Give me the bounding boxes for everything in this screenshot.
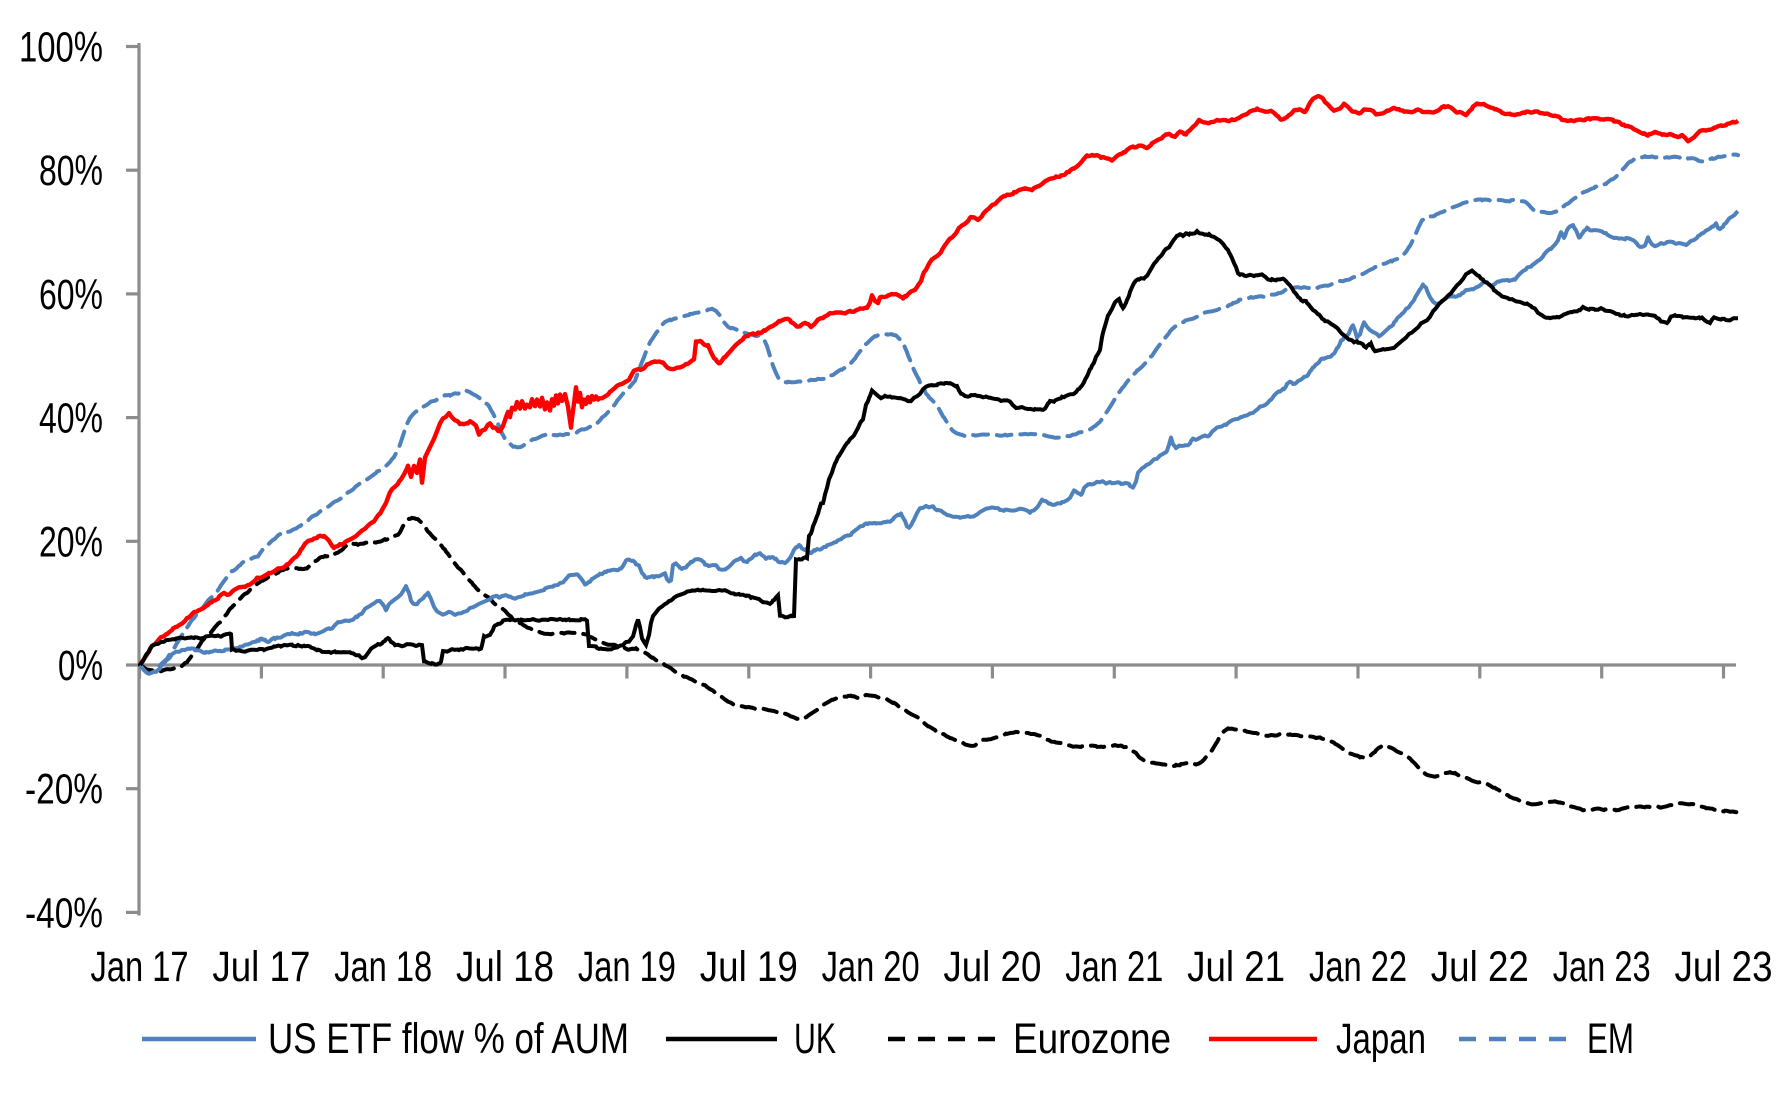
svg-text:Jan 22: Jan 22 bbox=[1309, 943, 1407, 991]
svg-text:US ETF flow % of AUM: US ETF flow % of AUM bbox=[268, 1015, 629, 1063]
svg-text:40%: 40% bbox=[39, 395, 103, 443]
svg-text:Jul 18: Jul 18 bbox=[456, 943, 554, 991]
svg-text:Jul 19: Jul 19 bbox=[700, 943, 798, 991]
svg-text:-20%: -20% bbox=[25, 766, 103, 814]
svg-text:Jul 21: Jul 21 bbox=[1187, 943, 1285, 991]
svg-text:Jul 17: Jul 17 bbox=[212, 943, 310, 991]
svg-text:-40%: -40% bbox=[25, 889, 103, 937]
svg-text:Jan 20: Jan 20 bbox=[822, 943, 920, 991]
svg-text:Jan 19: Jan 19 bbox=[578, 943, 676, 991]
svg-text:20%: 20% bbox=[39, 518, 103, 566]
svg-text:0%: 0% bbox=[58, 642, 103, 690]
svg-text:Jul 20: Jul 20 bbox=[943, 943, 1041, 991]
svg-text:60%: 60% bbox=[39, 271, 103, 319]
svg-text:Jul 22: Jul 22 bbox=[1431, 943, 1529, 991]
svg-text:Jan 23: Jan 23 bbox=[1553, 943, 1651, 991]
svg-text:UK: UK bbox=[794, 1015, 836, 1063]
svg-text:EM: EM bbox=[1587, 1015, 1634, 1063]
svg-text:Jan 18: Jan 18 bbox=[334, 943, 432, 991]
svg-text:Jul 23: Jul 23 bbox=[1675, 943, 1773, 991]
svg-text:Jan 21: Jan 21 bbox=[1065, 943, 1163, 991]
svg-text:80%: 80% bbox=[39, 147, 103, 195]
svg-text:100%: 100% bbox=[19, 24, 103, 72]
svg-text:Japan: Japan bbox=[1336, 1015, 1426, 1063]
svg-text:Jan 17: Jan 17 bbox=[91, 943, 189, 991]
svg-text:Eurozone: Eurozone bbox=[1013, 1015, 1171, 1063]
